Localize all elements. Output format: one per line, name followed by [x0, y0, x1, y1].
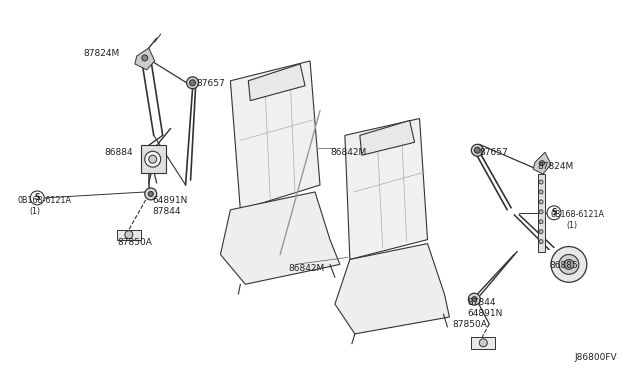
- Text: 86842M: 86842M: [330, 148, 366, 157]
- Circle shape: [539, 200, 543, 204]
- Circle shape: [564, 259, 574, 269]
- Circle shape: [30, 191, 44, 205]
- Text: S: S: [551, 208, 557, 217]
- Polygon shape: [345, 119, 428, 259]
- Text: 87657: 87657: [479, 148, 508, 157]
- Polygon shape: [248, 64, 305, 101]
- Circle shape: [551, 247, 587, 282]
- Polygon shape: [471, 337, 495, 349]
- Circle shape: [539, 190, 543, 194]
- Polygon shape: [220, 192, 340, 284]
- Polygon shape: [230, 61, 320, 210]
- Text: J86800FV: J86800FV: [575, 353, 618, 362]
- Text: 87844: 87844: [153, 207, 181, 216]
- Circle shape: [539, 220, 543, 224]
- Circle shape: [539, 240, 543, 244]
- Polygon shape: [538, 174, 545, 251]
- Text: 87824M: 87824M: [537, 162, 573, 171]
- Circle shape: [189, 80, 196, 86]
- Text: 87850A: 87850A: [117, 238, 152, 247]
- Text: 87850A: 87850A: [452, 320, 487, 329]
- Circle shape: [474, 147, 480, 153]
- Text: S: S: [35, 193, 40, 202]
- Circle shape: [547, 206, 561, 220]
- Text: 87844: 87844: [467, 298, 496, 307]
- Polygon shape: [117, 230, 141, 240]
- Circle shape: [125, 231, 133, 238]
- Text: 86842M: 86842M: [288, 264, 324, 273]
- Circle shape: [187, 77, 198, 89]
- Text: 64891N: 64891N: [153, 196, 188, 205]
- Circle shape: [559, 254, 579, 274]
- Circle shape: [539, 230, 543, 234]
- Polygon shape: [360, 121, 415, 155]
- Circle shape: [472, 296, 477, 302]
- Polygon shape: [141, 145, 166, 173]
- Circle shape: [145, 151, 161, 167]
- Circle shape: [471, 144, 483, 156]
- Text: 87657: 87657: [196, 79, 225, 88]
- Circle shape: [479, 339, 487, 347]
- Text: 64891N: 64891N: [467, 309, 503, 318]
- Polygon shape: [533, 152, 551, 174]
- Circle shape: [540, 161, 545, 166]
- Text: 86884: 86884: [104, 148, 132, 157]
- Circle shape: [148, 155, 157, 163]
- Text: 0B168-6121A: 0B168-6121A: [551, 210, 605, 219]
- Circle shape: [539, 180, 543, 184]
- Text: 86885: 86885: [549, 262, 578, 270]
- Text: 0B168-6121A: 0B168-6121A: [17, 196, 71, 205]
- Circle shape: [539, 210, 543, 214]
- Circle shape: [148, 192, 153, 196]
- Circle shape: [145, 188, 157, 200]
- Text: (1): (1): [566, 221, 577, 230]
- Circle shape: [142, 55, 148, 61]
- Circle shape: [468, 293, 480, 305]
- Text: (1): (1): [29, 207, 40, 216]
- Text: 87824M: 87824M: [83, 49, 119, 58]
- Polygon shape: [335, 244, 449, 334]
- Polygon shape: [135, 48, 155, 70]
